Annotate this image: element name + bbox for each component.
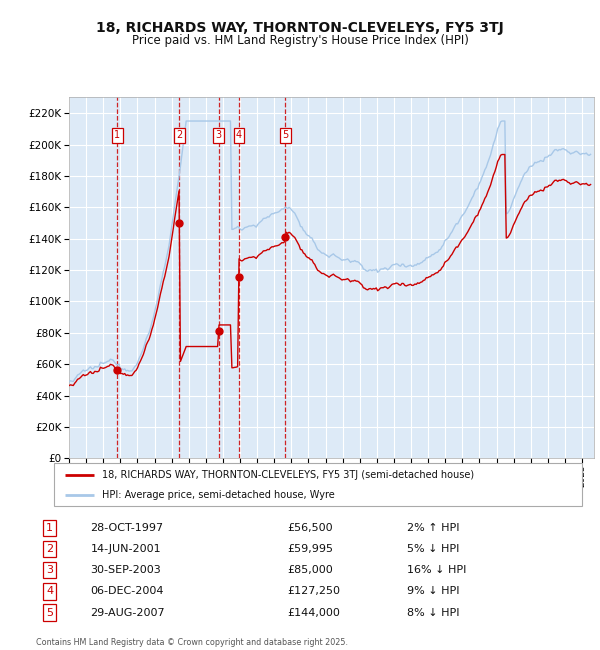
Text: 5% ↓ HPI: 5% ↓ HPI xyxy=(407,544,460,554)
Text: 18, RICHARDS WAY, THORNTON-CLEVELEYS, FY5 3TJ: 18, RICHARDS WAY, THORNTON-CLEVELEYS, FY… xyxy=(96,21,504,35)
Text: 18, RICHARDS WAY, THORNTON-CLEVELEYS, FY5 3TJ (semi-detached house): 18, RICHARDS WAY, THORNTON-CLEVELEYS, FY… xyxy=(101,471,473,480)
Text: 14-JUN-2001: 14-JUN-2001 xyxy=(91,544,161,554)
Text: £127,250: £127,250 xyxy=(287,586,340,597)
Text: 8% ↓ HPI: 8% ↓ HPI xyxy=(407,608,460,617)
Text: 1: 1 xyxy=(46,523,53,533)
Text: 2% ↑ HPI: 2% ↑ HPI xyxy=(407,523,460,533)
Text: Price paid vs. HM Land Registry's House Price Index (HPI): Price paid vs. HM Land Registry's House … xyxy=(131,34,469,47)
Text: Contains HM Land Registry data © Crown copyright and database right 2025.
This d: Contains HM Land Registry data © Crown c… xyxy=(36,638,348,650)
Text: £59,995: £59,995 xyxy=(287,544,333,554)
Text: 5: 5 xyxy=(46,608,53,617)
Text: £85,000: £85,000 xyxy=(287,566,333,575)
FancyBboxPatch shape xyxy=(54,463,582,506)
Text: £144,000: £144,000 xyxy=(287,608,340,617)
Text: 4: 4 xyxy=(236,131,242,140)
Text: 3: 3 xyxy=(46,566,53,575)
Text: 9% ↓ HPI: 9% ↓ HPI xyxy=(407,586,460,597)
Text: 2: 2 xyxy=(46,544,53,554)
Text: 06-DEC-2004: 06-DEC-2004 xyxy=(91,586,164,597)
Text: 30-SEP-2003: 30-SEP-2003 xyxy=(91,566,161,575)
Text: 2: 2 xyxy=(176,131,182,140)
Text: 28-OCT-1997: 28-OCT-1997 xyxy=(91,523,164,533)
Text: 4: 4 xyxy=(46,586,53,597)
Text: £56,500: £56,500 xyxy=(287,523,333,533)
Text: 29-AUG-2007: 29-AUG-2007 xyxy=(91,608,165,617)
Text: 1: 1 xyxy=(115,131,121,140)
Text: HPI: Average price, semi-detached house, Wyre: HPI: Average price, semi-detached house,… xyxy=(101,490,334,500)
Text: 5: 5 xyxy=(283,131,289,140)
Text: 3: 3 xyxy=(215,131,221,140)
Text: 16% ↓ HPI: 16% ↓ HPI xyxy=(407,566,467,575)
